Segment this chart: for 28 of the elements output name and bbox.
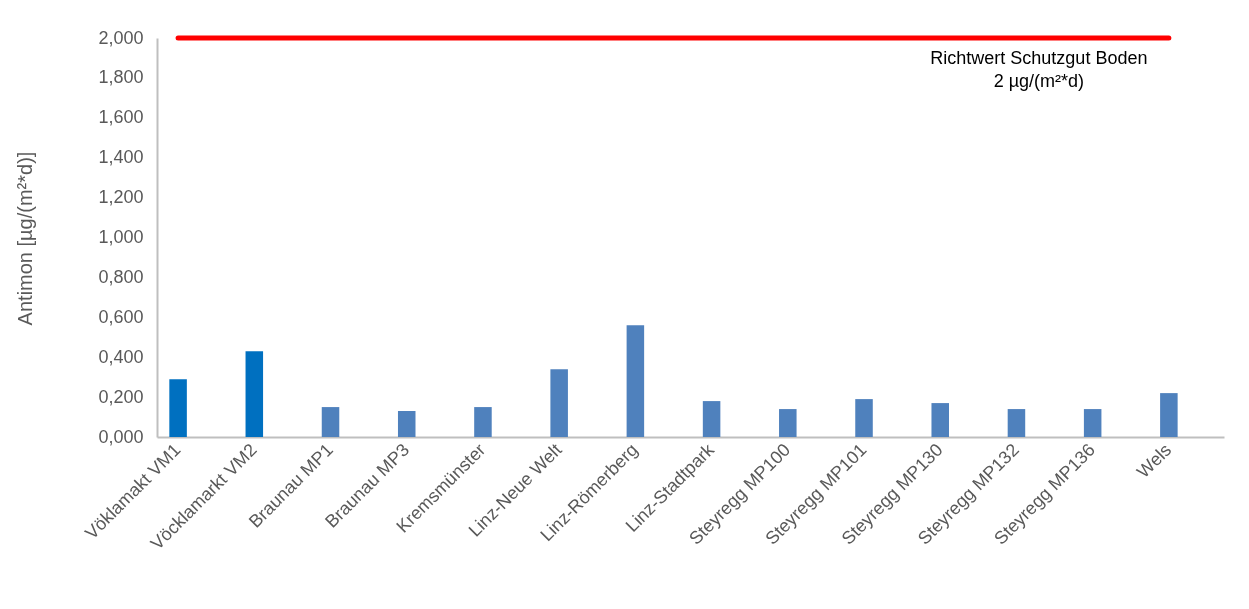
y-tick-label: 1,800 <box>98 67 144 88</box>
y-tick-label: 0,800 <box>98 266 144 287</box>
y-axis-title: Antimon [µg/(m²*d)] <box>13 151 36 326</box>
x-tick-label: Wels <box>1133 439 1176 482</box>
y-tick-label: 2,000 <box>98 27 144 48</box>
y-tick-label: 1,000 <box>98 227 144 247</box>
bar <box>626 325 645 437</box>
ref-line-label: Richtwert Schutzgut Boden 2 µg/(m²*d) <box>930 48 1148 91</box>
bar <box>550 369 568 437</box>
y-tick-label: 1,400 <box>98 147 144 168</box>
y-tick-label: 0,000 <box>98 426 144 447</box>
bar <box>1083 409 1102 437</box>
y-tick-label: 1,200 <box>98 187 144 208</box>
bar <box>1007 409 1026 437</box>
bar <box>931 403 949 437</box>
bar <box>474 407 492 437</box>
y-tick-label: 0,200 <box>98 386 144 407</box>
y-tick-label: 0,400 <box>98 346 144 367</box>
bar <box>855 399 873 437</box>
bar <box>245 351 264 437</box>
bar <box>397 411 416 437</box>
bar <box>702 401 721 437</box>
bar <box>321 407 340 437</box>
y-tick-label: 1,600 <box>98 107 144 128</box>
bar <box>1160 393 1178 437</box>
bar <box>779 409 797 437</box>
bar <box>169 379 187 437</box>
y-tick-label: 0,600 <box>98 306 144 327</box>
